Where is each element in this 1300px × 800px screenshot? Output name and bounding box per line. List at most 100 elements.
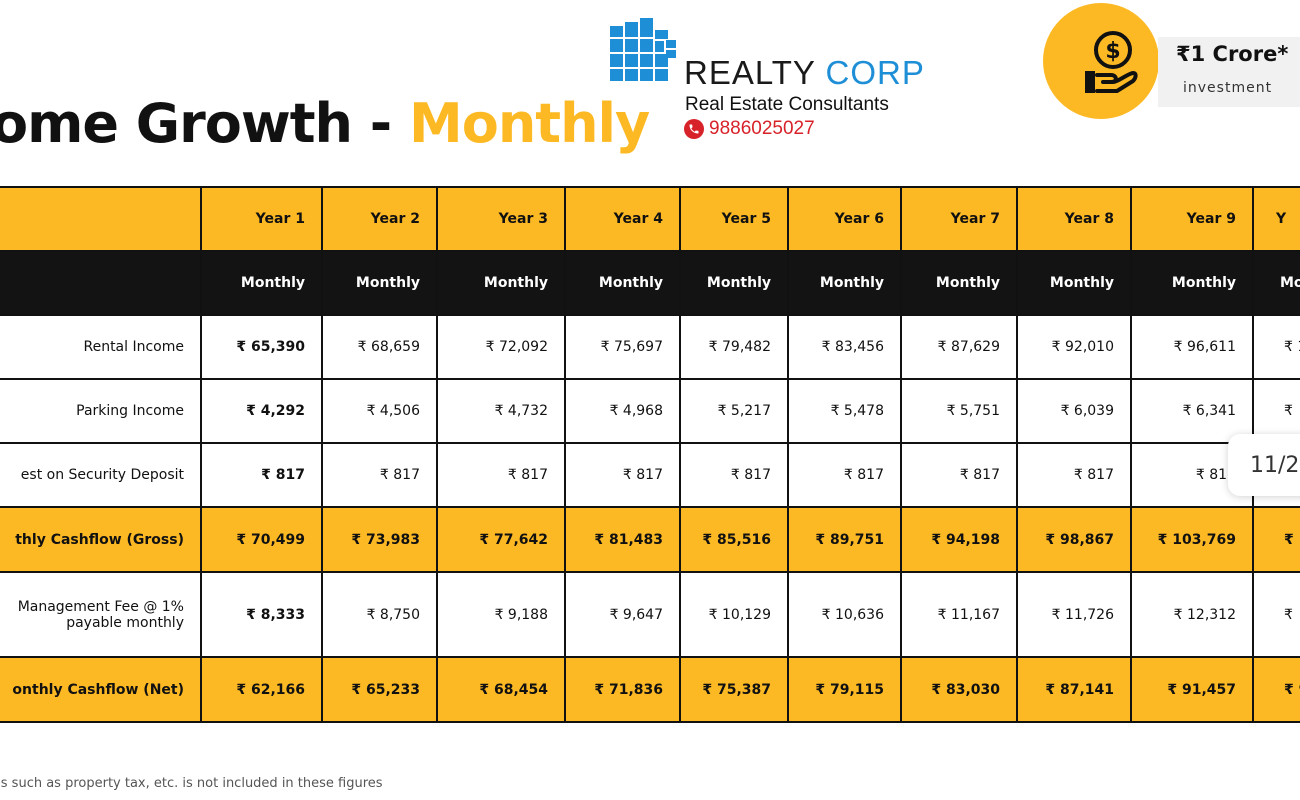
- year-header-row: Year 1 Year 2 Year 3 Year 4 Year 5 Year …: [0, 186, 1300, 252]
- page-title: come Growth - Monthly: [0, 92, 650, 155]
- table-cell: ₹ 71,836: [564, 656, 681, 723]
- table-cell: ₹ 1: [1252, 314, 1300, 380]
- period-header: Mo: [1252, 250, 1300, 316]
- table-row: Parking Income ₹ 4,292 ₹ 4,506 ₹ 4,732 ₹…: [0, 378, 1300, 444]
- page-indicator[interactable]: 11/2: [1228, 434, 1300, 496]
- table-cell: ₹ 75,697: [564, 314, 681, 380]
- table-cell: ₹ 8,333: [200, 571, 323, 658]
- year-header: Y: [1252, 186, 1300, 252]
- table-cell: ₹ 5,217: [679, 378, 789, 444]
- table-cell: ₹ 5,751: [900, 378, 1018, 444]
- table-cell: ₹ 75,387: [679, 656, 789, 723]
- investment-label: investment: [1183, 80, 1273, 96]
- brand-name: REALTY CORP: [684, 54, 925, 91]
- table-cell: ₹ 79,115: [787, 656, 902, 723]
- table-cell: ₹ 85,516: [679, 506, 789, 573]
- brand-tagline: Real Estate Consultants: [685, 94, 889, 115]
- table-cell: ₹ 65,390: [200, 314, 323, 380]
- header-corner: [0, 250, 202, 316]
- table-cell: ₹ 89,751: [787, 506, 902, 573]
- investment-badge-circle: $: [1043, 3, 1159, 119]
- year-header: Year 6: [787, 186, 902, 252]
- table-cell: ₹ 10,129: [679, 571, 789, 658]
- table-cell: ₹ 4,968: [564, 378, 681, 444]
- table-cell: ₹ 817: [564, 442, 681, 508]
- period-header: Monthly: [200, 250, 323, 316]
- table-cell: ₹ 98,867: [1016, 506, 1132, 573]
- table-cell: ₹ 94,198: [900, 506, 1018, 573]
- table-row: Management Fee @ 1% payable monthly ₹ 8,3…: [0, 571, 1300, 658]
- table-cell: ₹ 5,478: [787, 378, 902, 444]
- table-cell: ₹ 83,456: [787, 314, 902, 380]
- year-header: Year 4: [564, 186, 681, 252]
- row-label: onthly Cashflow (Net): [0, 656, 202, 723]
- period-header: Monthly: [900, 250, 1018, 316]
- row-label: Rental Income: [0, 314, 202, 380]
- brand-logo: REALTY CORP Real Estate Consultants 9886…: [608, 14, 968, 139]
- table-cell: ₹ 83,030: [900, 656, 1018, 723]
- period-header: Monthly: [1130, 250, 1254, 316]
- table-cell: ₹ 9: [1252, 656, 1300, 723]
- table-cell: ₹ 817: [436, 442, 566, 508]
- row-label: est on Security Deposit: [0, 442, 202, 508]
- table-cell: ₹ 817: [679, 442, 789, 508]
- year-header: Year 2: [321, 186, 438, 252]
- table-cell: ₹ 11,167: [900, 571, 1018, 658]
- table-cell: ₹ 68,659: [321, 314, 438, 380]
- table-cell: ₹ 77,642: [436, 506, 566, 573]
- period-header: Monthly: [787, 250, 902, 316]
- period-header-row: Monthly Monthly Monthly Monthly Monthly …: [0, 250, 1300, 316]
- table-cell: ₹ 73,983: [321, 506, 438, 573]
- year-header: Year 9: [1130, 186, 1254, 252]
- investment-badge-box: [1158, 37, 1300, 107]
- table-cell: ₹ 4,506: [321, 378, 438, 444]
- table-cell: ₹ 70,499: [200, 506, 323, 573]
- svg-text:$: $: [1105, 39, 1120, 64]
- table-cell: ₹ 1: [1252, 506, 1300, 573]
- table-row-net: onthly Cashflow (Net) ₹ 62,166 ₹ 65,233 …: [0, 656, 1300, 723]
- row-label: thly Cashflow (Gross): [0, 506, 202, 573]
- period-header: Monthly: [1016, 250, 1132, 316]
- period-header: Monthly: [436, 250, 566, 316]
- year-header: Year 1: [200, 186, 323, 252]
- year-header: Year 5: [679, 186, 789, 252]
- header-corner: [0, 186, 202, 252]
- table-cell: ₹ 6,039: [1016, 378, 1132, 444]
- table-cell: ₹ 68,454: [436, 656, 566, 723]
- table-row-gross: thly Cashflow (Gross) ₹ 70,499 ₹ 73,983 …: [0, 506, 1300, 573]
- table-cell: ₹ 103,769: [1130, 506, 1254, 573]
- table-cell: ₹ 79,482: [679, 314, 789, 380]
- table-cell: ₹ 91,457: [1130, 656, 1254, 723]
- year-header: Year 7: [900, 186, 1018, 252]
- table-cell: ₹ 81,483: [564, 506, 681, 573]
- table-cell: ₹ 817: [787, 442, 902, 508]
- row-label: Management Fee @ 1% payable monthly: [0, 571, 202, 658]
- period-header: Monthly: [564, 250, 681, 316]
- table-row: est on Security Deposit ₹ 817 ₹ 817 ₹ 81…: [0, 442, 1300, 508]
- phone-icon: [684, 119, 704, 139]
- year-header: Year 8: [1016, 186, 1132, 252]
- footnote: ses such as property tax, etc. is not in…: [0, 776, 383, 791]
- table-cell: ₹: [1252, 571, 1300, 658]
- building-grid-icon: [610, 18, 676, 81]
- table-cell: ₹ 62,166: [200, 656, 323, 723]
- table-cell: ₹ 10,636: [787, 571, 902, 658]
- table-cell: ₹ 9,188: [436, 571, 566, 658]
- table-cell: ₹ 4,292: [200, 378, 323, 444]
- table-cell: ₹ 8,750: [321, 571, 438, 658]
- table-cell: ₹ 65,233: [321, 656, 438, 723]
- table-cell: ₹ 12,312: [1130, 571, 1254, 658]
- title-part1: come Growth -: [0, 92, 410, 155]
- table-cell: ₹ 11,726: [1016, 571, 1132, 658]
- table-cell: ₹ 6,341: [1130, 378, 1254, 444]
- table-cell: ₹ 87,629: [900, 314, 1018, 380]
- table-cell: ₹ 96,611: [1130, 314, 1254, 380]
- table-cell: ₹ 9,647: [564, 571, 681, 658]
- table-cell: ₹ 72,092: [436, 314, 566, 380]
- table-cell: ₹ 817: [1016, 442, 1132, 508]
- table-cell: ₹ 817: [321, 442, 438, 508]
- income-table: Year 1 Year 2 Year 3 Year 4 Year 5 Year …: [0, 186, 1300, 723]
- year-header: Year 3: [436, 186, 566, 252]
- title-accent: Monthly: [409, 92, 650, 155]
- brand-phone: 9886025027: [684, 118, 815, 140]
